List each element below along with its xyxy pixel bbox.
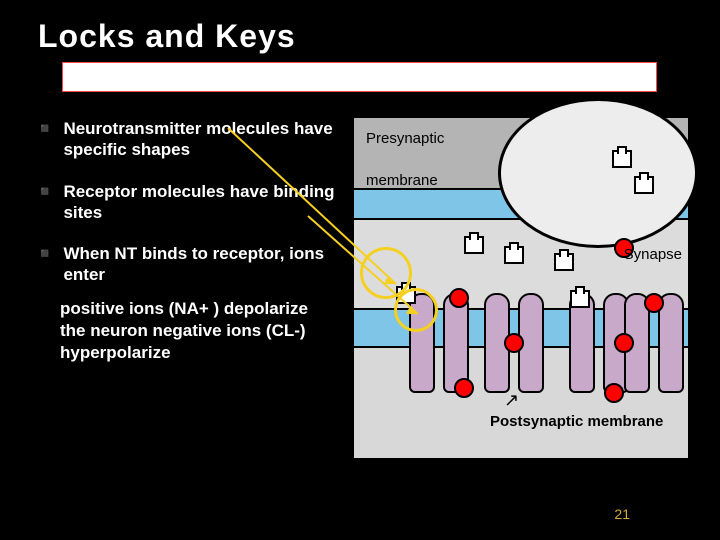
- membrane-label: membrane: [366, 172, 438, 189]
- list-item: ◾ Receptor molecules have binding sites: [36, 181, 336, 224]
- list-item: ◾ When NT binds to receptor, ions enter: [36, 243, 336, 286]
- presynaptic-label: Presynaptic: [366, 130, 444, 147]
- neurotransmitter-icon: [464, 236, 484, 254]
- error-placeholder: [62, 62, 657, 92]
- postsynaptic-label: Postsynaptic membrane: [490, 413, 663, 430]
- ion-dot-icon: [614, 333, 634, 353]
- bullet-text: Neurotransmitter molecules have specific…: [63, 118, 336, 161]
- synapse-diagram: Presynaptic membrane Synapse Postsynapti…: [354, 118, 688, 458]
- highlight-circle: [394, 288, 438, 332]
- ion-dot-icon: [504, 333, 524, 353]
- ion-dot-icon: [604, 383, 624, 403]
- bullet-list: ◾ Neurotransmitter molecules have specif…: [36, 118, 336, 364]
- sub-text: positive ions (NA+ ) depolarize the neur…: [60, 298, 336, 364]
- ion-dot-icon: [454, 378, 474, 398]
- bullet-text: Receptor molecules have binding sites: [63, 181, 336, 224]
- neurotransmitter-icon: [634, 176, 654, 194]
- ion-dot-icon: [644, 293, 664, 313]
- neurotransmitter-icon: [570, 290, 590, 308]
- arrow-icon: ↗: [504, 390, 519, 411]
- page-title: Locks and Keys: [38, 18, 296, 55]
- synapse-label: Synapse: [624, 246, 682, 263]
- bullet-icon: ◾: [36, 118, 53, 138]
- neurotransmitter-icon: [612, 150, 632, 168]
- presynaptic-cell: [498, 98, 698, 248]
- page-number: 21: [614, 506, 630, 522]
- bullet-text: When NT binds to receptor, ions enter: [63, 243, 336, 286]
- bullet-icon: ◾: [36, 243, 53, 263]
- neurotransmitter-icon: [554, 253, 574, 271]
- neurotransmitter-icon: [504, 246, 524, 264]
- list-item: ◾ Neurotransmitter molecules have specif…: [36, 118, 336, 161]
- bullet-icon: ◾: [36, 181, 53, 201]
- ion-dot-icon: [449, 288, 469, 308]
